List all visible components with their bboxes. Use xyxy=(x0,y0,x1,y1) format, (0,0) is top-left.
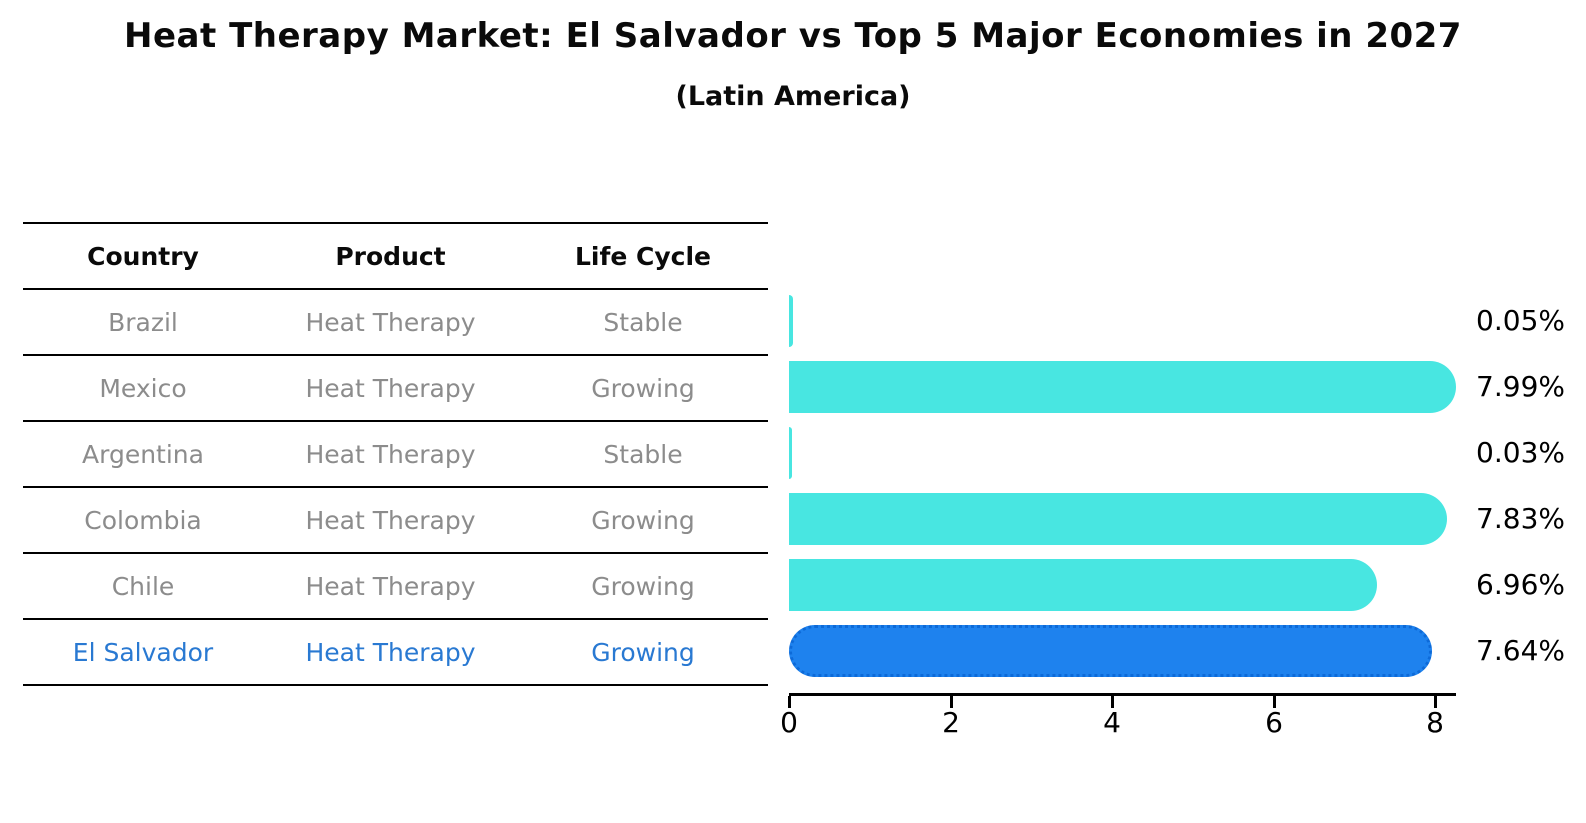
country-table: Country Product Life Cycle Brazil Heat Th… xyxy=(23,222,768,686)
table-header-country: Country xyxy=(87,241,199,271)
bar-row-brazil xyxy=(789,288,1456,354)
bar-el-salvador xyxy=(789,625,1432,677)
bar-brazil xyxy=(789,295,793,347)
table-cell-product: Heat Therapy xyxy=(305,505,476,535)
bar-colombia xyxy=(789,493,1447,545)
x-tick-label-2: 2 xyxy=(942,706,960,739)
table-cell-country: Argentina xyxy=(82,439,204,469)
value-label-colombia: 7.83% xyxy=(1476,502,1565,535)
table-cell-country: El Salvador xyxy=(72,637,214,667)
x-tick-mark-8 xyxy=(1434,696,1437,708)
bars-area xyxy=(789,288,1456,684)
table-cell-life-cycle: Stable xyxy=(603,307,683,337)
table-cell-product: Heat Therapy xyxy=(305,439,476,469)
table-row-argentina: Argentina Heat Therapy Stable xyxy=(23,422,768,488)
bar-row-mexico xyxy=(789,354,1456,420)
table-header-row: Country Product Life Cycle xyxy=(23,224,768,290)
table-cell-country: Brazil xyxy=(108,307,178,337)
x-tick-mark-4 xyxy=(1111,696,1114,708)
bar-row-el-salvador xyxy=(789,618,1456,684)
table-cell-product: Heat Therapy xyxy=(305,307,476,337)
x-tick-mark-2 xyxy=(950,696,953,708)
x-tick-label-6: 6 xyxy=(1265,706,1283,739)
table-cell-country: Mexico xyxy=(99,373,187,403)
x-axis-line xyxy=(789,693,1456,696)
table-cell-product: Heat Therapy xyxy=(305,637,476,667)
x-tick-label-0: 0 xyxy=(780,706,798,739)
table-cell-product: Heat Therapy xyxy=(305,571,476,601)
bar-argentina xyxy=(789,427,792,479)
x-tick-mark-0 xyxy=(788,696,791,708)
bar-row-chile xyxy=(789,552,1456,618)
table-cell-life-cycle: Growing xyxy=(591,637,695,667)
table-row-mexico: Mexico Heat Therapy Growing xyxy=(23,356,768,422)
table-cell-product: Heat Therapy xyxy=(305,373,476,403)
table-cell-life-cycle: Growing xyxy=(591,571,695,601)
table-header-product: Product xyxy=(335,241,446,271)
chart-subtitle: (Latin America) xyxy=(675,81,911,112)
table-header-life-cycle: Life Cycle xyxy=(574,241,712,271)
value-label-mexico: 7.99% xyxy=(1476,370,1565,403)
table-cell-life-cycle: Stable xyxy=(603,439,683,469)
bar-mexico xyxy=(789,361,1456,413)
value-label-brazil: 0.05% xyxy=(1476,304,1565,337)
x-tick-mark-6 xyxy=(1273,696,1276,708)
table-row-brazil: Brazil Heat Therapy Stable xyxy=(23,290,768,356)
table-cell-life-cycle: Growing xyxy=(591,505,695,535)
table-cell-life-cycle: Growing xyxy=(591,373,695,403)
table-row-colombia: Colombia Heat Therapy Growing xyxy=(23,488,768,554)
table-cell-country: Chile xyxy=(111,571,175,601)
chart-title: Heat Therapy Market: El Salvador vs Top … xyxy=(124,16,1462,56)
value-label-chile: 6.96% xyxy=(1476,568,1565,601)
x-tick-label-8: 8 xyxy=(1426,706,1444,739)
table-row-chile: Chile Heat Therapy Growing xyxy=(23,554,768,620)
bar-chile xyxy=(789,559,1377,611)
table-cell-country: Colombia xyxy=(84,505,202,535)
x-tick-label-4: 4 xyxy=(1103,706,1121,739)
value-label-el-salvador: 7.64% xyxy=(1476,634,1565,667)
table-row-el-salvador: El Salvador Heat Therapy Growing xyxy=(23,620,768,686)
bar-row-colombia xyxy=(789,486,1456,552)
value-label-argentina: 0.03% xyxy=(1476,436,1565,469)
bar-row-argentina xyxy=(789,420,1456,486)
